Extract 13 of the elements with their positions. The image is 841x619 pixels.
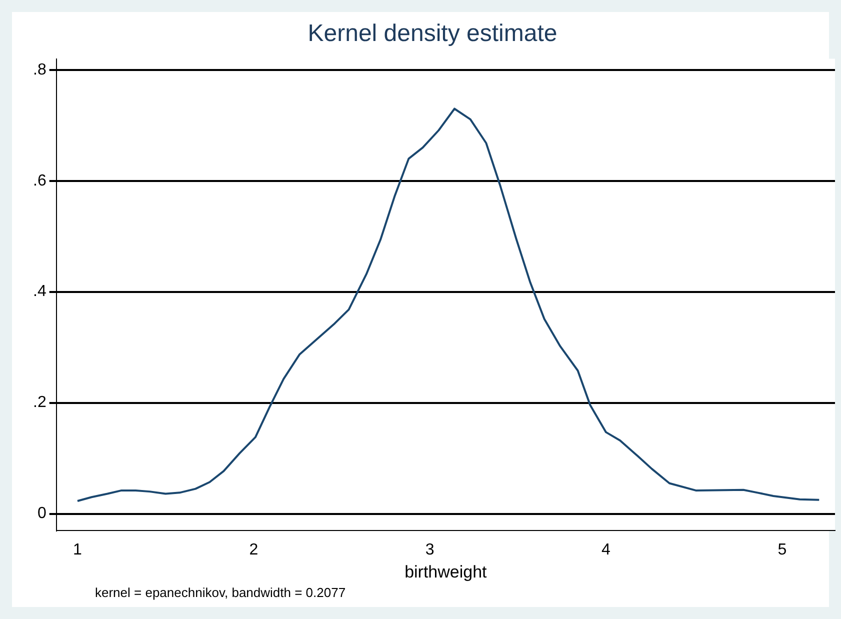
text: kernel = epanechnikov, bandwidth = 0.2077 (95, 585, 346, 600)
y-tick-label: 0 (37, 505, 46, 522)
x-tick-label: 1 (73, 541, 82, 558)
x-tick-label: 4 (602, 541, 611, 558)
y-tick-label: .2 (33, 394, 46, 412)
x-axis-title: birthweight (404, 562, 488, 582)
y-tick-label: .8 (33, 61, 46, 78)
x-tick-label: 3 (425, 541, 434, 558)
x-tick-label: 5 (778, 541, 787, 558)
x-tick-label: 2 (249, 541, 258, 558)
y-tick-label: .6 (33, 172, 46, 190)
y-tick-label: .4 (33, 283, 46, 300)
chart-title: Kernel density estimate (308, 20, 558, 48)
